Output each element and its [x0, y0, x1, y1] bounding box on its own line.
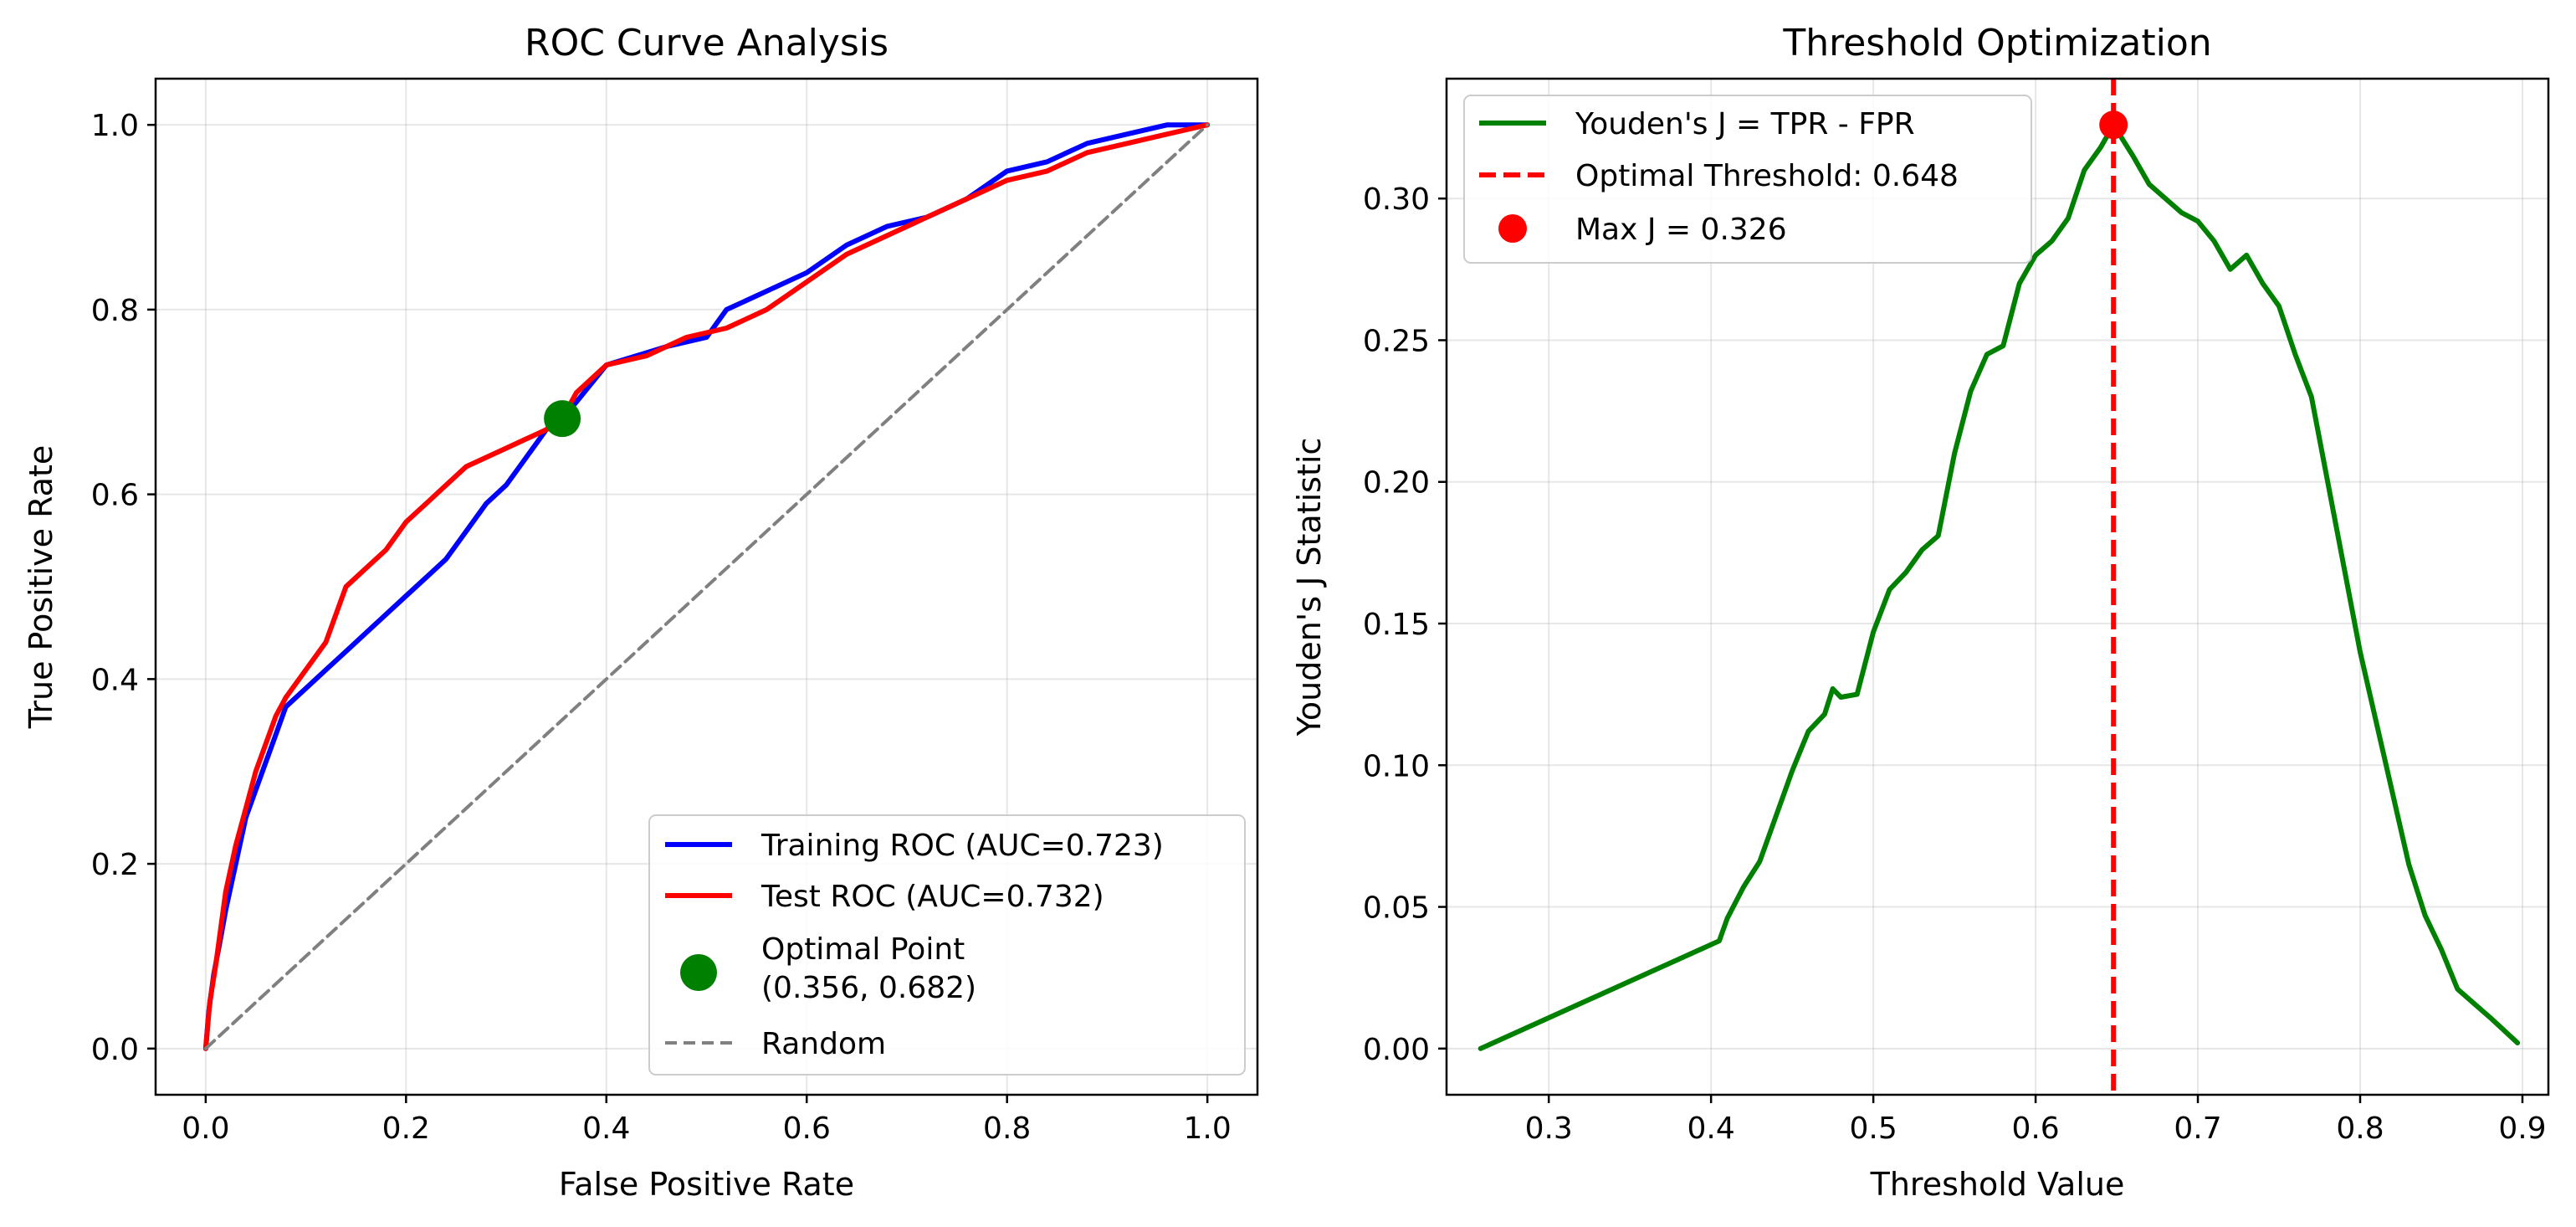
threshold-x-tick-label: 0.6 — [2011, 1111, 2059, 1146]
roc-series-2-line — [203, 123, 1210, 1050]
threshold-x-tick-label: 0.9 — [2498, 1111, 2546, 1146]
threshold-chart-panel: Threshold Optimization 0.3 0.4 0.5 0.6 0.7 0.… — [1291, 22, 2550, 1203]
roc-x-tick-label: 0.8 — [983, 1111, 1031, 1146]
threshold-legend-box — [1463, 95, 2032, 264]
roc-legend-swatch-optimal — [680, 954, 717, 991]
roc-legend-box — [648, 814, 1246, 1076]
threshold-ticks: 0.3 0.4 0.5 0.6 0.7 0.8 0.9 0.00 0.05 0.10 0.15 0.2… — [1363, 182, 2547, 1146]
threshold-legend-swatch-max-j — [1498, 214, 1527, 243]
threshold-marker-point-0 — [2099, 110, 2128, 140]
threshold-grid — [1447, 79, 2548, 1095]
threshold-legend-label-youden: Youden's J = TPR - FPR — [1575, 107, 1915, 141]
threshold-axes-frame — [1445, 77, 2550, 1096]
roc-chart-panel: ROC Curve Analysis 0.0 0.2 0.4 0.6 0.8 1.00.0… — [23, 22, 1259, 1203]
threshold-y-tick-label: 0.30 — [1363, 182, 1430, 217]
threshold-y-axis-label: Youden's J Statistic — [1291, 438, 1328, 737]
roc-series-1-line — [202, 122, 1211, 1051]
threshold-x-tick-label: 0.4 — [1687, 1111, 1735, 1146]
threshold-y-tick-label: 0.05 — [1363, 891, 1430, 926]
threshold-y-tick-label: 0.15 — [1363, 608, 1430, 642]
threshold-x-tick-label: 0.7 — [2174, 1111, 2221, 1146]
threshold-chart-title: Threshold Optimization — [1782, 22, 2211, 64]
roc-legend: Training ROC (AUC=0.723) Test ROC (AUC=0… — [648, 814, 1246, 1076]
roc-x-tick-label: 0.4 — [582, 1111, 630, 1146]
roc-legend-label-test: Test ROC (AUC=0.732) — [761, 880, 1104, 914]
threshold-x-tick-label: 0.8 — [2336, 1111, 2384, 1146]
roc-legend-label-training: Training ROC (AUC=0.723) — [761, 829, 1164, 863]
roc-y-tick-label: 0.8 — [91, 294, 139, 328]
roc-y-tick-label: 0.6 — [91, 479, 139, 513]
roc-y-tick-label: 0.2 — [91, 848, 139, 882]
roc-legend-label-optimal-line2: (0.356, 0.682) — [761, 971, 976, 1005]
roc-y-tick-label: 0.4 — [91, 663, 139, 697]
roc-marker-point-0 — [544, 400, 581, 438]
threshold-legend: Youden's J = TPR - FPR Optimal Threshold… — [1463, 95, 2032, 264]
threshold-series-group — [1477, 79, 2521, 1095]
roc-chart-title: ROC Curve Analysis — [525, 22, 889, 64]
roc-x-tick-label: 1.0 — [1184, 1111, 1232, 1146]
roc-grid — [156, 79, 1257, 1095]
threshold-x-tick-label: 0.3 — [1525, 1111, 1573, 1146]
roc-y-axis-label: True Positive Rate — [23, 445, 59, 730]
roc-y-tick-label: 1.0 — [91, 109, 139, 143]
threshold-x-tick-label: 0.5 — [1849, 1111, 1897, 1146]
threshold-series-0-line — [1477, 122, 2521, 1051]
threshold-x-axis-label: Threshold Value — [1870, 1166, 2125, 1203]
threshold-y-tick-label: 0.10 — [1363, 749, 1430, 783]
roc-legend-label-optimal-line1: Optimal Point — [761, 932, 965, 967]
threshold-y-tick-label: 0.00 — [1363, 1033, 1430, 1067]
roc-x-tick-label: 0.0 — [182, 1111, 229, 1146]
threshold-y-tick-label: 0.20 — [1363, 466, 1430, 501]
threshold-y-tick-label: 0.25 — [1363, 324, 1430, 358]
roc-x-tick-label: 0.2 — [382, 1111, 430, 1146]
roc-x-axis-label: False Positive Rate — [559, 1166, 854, 1203]
threshold-legend-label-max-j: Max J = 0.326 — [1575, 213, 1787, 247]
roc-y-tick-label: 0.0 — [91, 1033, 139, 1067]
roc-legend-label-random: Random — [761, 1027, 886, 1061]
threshold-legend-label-optimal-threshold: Optimal Threshold: 0.648 — [1575, 159, 1959, 193]
roc-axes-frame — [154, 77, 1259, 1096]
roc-x-tick-label: 0.6 — [783, 1111, 831, 1146]
roc-series-group — [202, 122, 1211, 1051]
roc-ticks: 0.0 0.2 0.4 0.6 0.8 1.0 0.0 0.2 0.4 0.6 0.8 1.0 — [91, 109, 1232, 1146]
